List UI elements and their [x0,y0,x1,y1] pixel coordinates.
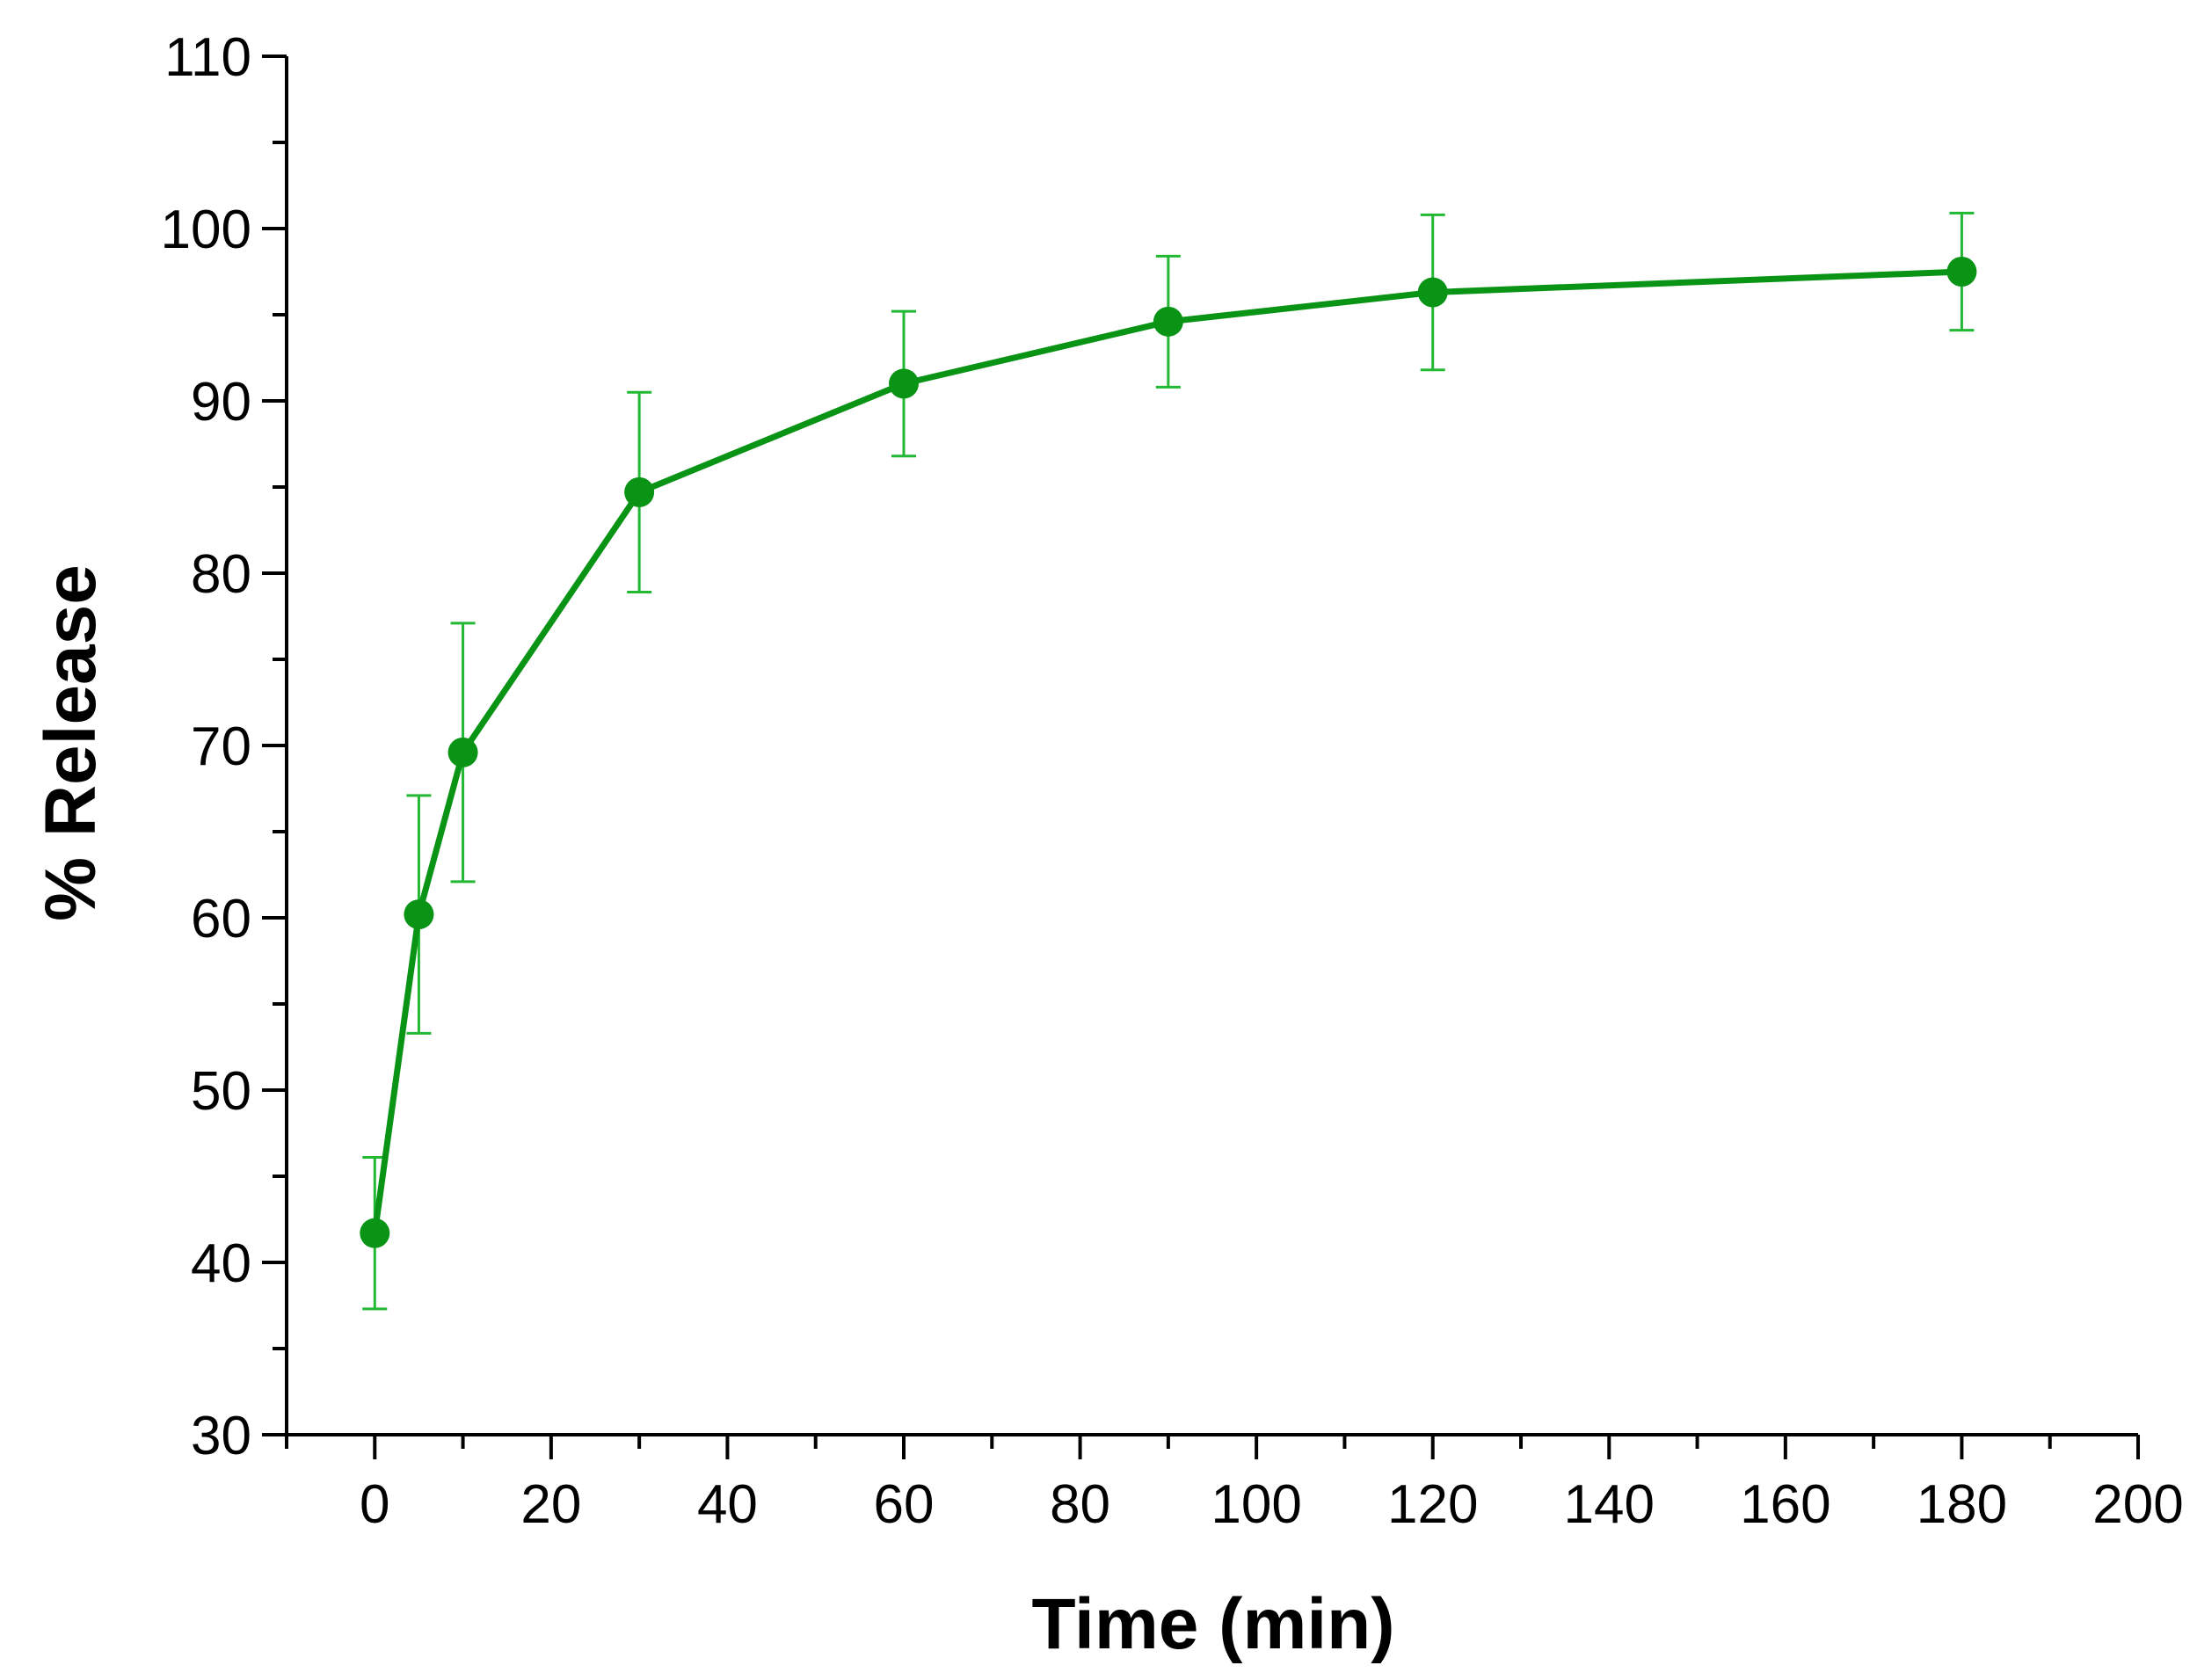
y-tick-label: 70 [191,716,251,777]
data-points [360,257,1977,1248]
y-tick-label: 80 [191,544,251,605]
y-axis-title: % Release [31,564,111,921]
data-point [889,368,919,399]
y-tick-label: 60 [191,889,251,949]
x-tick-label: 40 [697,1474,758,1535]
x-tick-label: 80 [1050,1474,1110,1535]
tick-labels: 30 40 50 60 70 80 90 100 110 0 20 40 60 80 100 120 140 16… [161,27,2184,1535]
data-point [404,899,434,930]
data-point [624,476,655,507]
series-line [371,268,1962,1234]
x-tick-label: 20 [520,1474,581,1535]
x-tick-label: 180 [1917,1474,2007,1535]
y-tick-label: 30 [191,1406,251,1466]
x-tick-label: 60 [874,1474,935,1535]
y-tick-label: 50 [191,1061,251,1122]
error-bars [362,211,1975,1311]
axes [262,55,2140,1459]
data-point [447,737,478,767]
data-point [1417,277,1448,308]
x-tick-label: 120 [1387,1474,1478,1535]
y-tick-label: 110 [164,27,251,88]
series-lines [371,268,1962,1234]
data-point [1153,306,1183,337]
x-tick-label: 0 [360,1474,389,1535]
x-tick-label: 200 [2092,1474,2183,1535]
y-tick-label: 40 [191,1233,251,1294]
x-tick-label: 160 [1740,1474,1830,1535]
y-tick-label: 90 [191,372,251,433]
x-tick-label: 100 [1211,1474,1301,1535]
x-tick-label: 140 [1564,1474,1655,1535]
x-axis-title: Time (min) [1031,1584,1394,1664]
y-tick-label: 100 [161,200,251,260]
data-point [360,1218,390,1248]
data-point [1946,257,1977,287]
